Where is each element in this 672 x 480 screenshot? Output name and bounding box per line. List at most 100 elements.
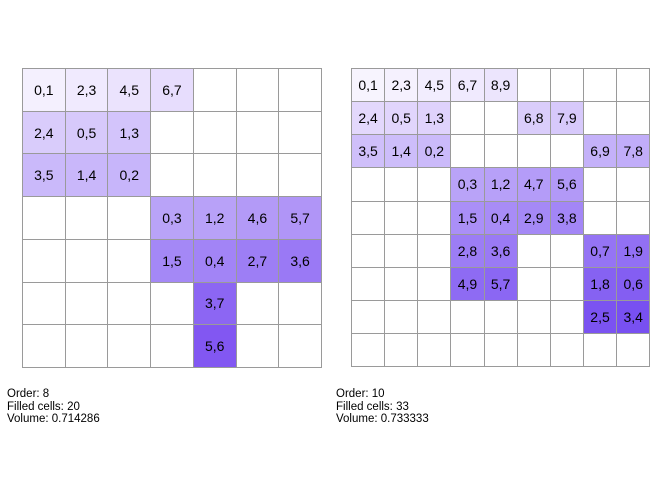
grid-cell-filled: 6,8 bbox=[516, 101, 551, 136]
grid-cell-empty bbox=[616, 68, 651, 103]
grid-cell-filled: 1,2 bbox=[192, 196, 237, 240]
left-order-label: Order: 8 bbox=[7, 388, 50, 400]
grid-cell-empty bbox=[351, 333, 386, 368]
grid-cell-filled: 3,5 bbox=[351, 134, 386, 169]
grid-cell-empty bbox=[351, 200, 386, 235]
grid-cell-filled: 8,9 bbox=[483, 68, 518, 103]
grid-cell-empty bbox=[107, 196, 152, 240]
grid-cell-empty bbox=[64, 324, 109, 368]
grid-cell-empty bbox=[278, 110, 322, 155]
grid-cell-filled: 0,1 bbox=[351, 68, 386, 103]
grid-cell-filled: 4,9 bbox=[450, 266, 485, 301]
grid-cell-empty bbox=[582, 200, 618, 235]
grid-cell-empty bbox=[235, 281, 280, 326]
grid-cell-empty bbox=[582, 68, 618, 103]
grid-cell-filled: 1,2 bbox=[483, 167, 518, 202]
grid-cell-filled: 4,7 bbox=[516, 167, 551, 202]
grid-cell-filled: 2,5 bbox=[582, 299, 618, 335]
grid-cell-filled: 0,4 bbox=[483, 200, 518, 235]
grid-cell-filled: 4,5 bbox=[417, 68, 452, 103]
grid-cell-empty bbox=[235, 324, 280, 368]
grid-cell-empty bbox=[417, 266, 452, 301]
grid-cell-filled: 2,4 bbox=[351, 101, 386, 136]
grid-cell-filled: 2,3 bbox=[64, 68, 109, 112]
grid-cell-empty bbox=[582, 333, 618, 368]
grid-cell-filled: 2,3 bbox=[384, 68, 419, 103]
grid-cell-empty bbox=[150, 153, 194, 198]
grid-cell-empty bbox=[516, 68, 551, 103]
grid-cell-empty bbox=[384, 233, 419, 268]
grid-cell-empty bbox=[351, 233, 386, 268]
grid-cell-empty bbox=[351, 266, 386, 301]
grid-cell-empty bbox=[278, 281, 322, 326]
grid-cell-filled: 3,7 bbox=[192, 281, 237, 326]
grid-cell-filled: 1,4 bbox=[64, 153, 109, 198]
grid-cell-empty bbox=[192, 153, 237, 198]
grid-cell-empty bbox=[450, 101, 485, 136]
grid-cell-empty bbox=[150, 281, 194, 326]
grid-cell-empty bbox=[107, 238, 152, 283]
right-volume-label: Volume: 0.733333 bbox=[336, 413, 429, 425]
grid-cell-empty bbox=[516, 333, 551, 368]
grid-cell-filled: 6,7 bbox=[150, 68, 194, 112]
grid-cell-empty bbox=[516, 299, 551, 335]
grid-cell-filled: 0,3 bbox=[150, 196, 194, 240]
grid-cell-empty bbox=[549, 266, 584, 301]
grid-cell-empty bbox=[107, 324, 152, 368]
grid-cell-empty bbox=[235, 153, 280, 198]
right-grid-info: Order: 10 Filled cells: 33 Volume: 0.733… bbox=[336, 388, 429, 426]
grid-cell-empty bbox=[384, 200, 419, 235]
grid-cell-filled: 1,3 bbox=[417, 101, 452, 136]
right-filled-cells-label: Filled cells: 33 bbox=[336, 400, 409, 413]
grid-cell-empty bbox=[582, 101, 618, 136]
grid-cell-empty bbox=[549, 68, 584, 103]
grid-cell-filled: 1,9 bbox=[616, 233, 651, 268]
grid-cell-empty bbox=[549, 299, 584, 335]
grid-cell-empty bbox=[516, 134, 551, 169]
grid-cell-filled: 2,7 bbox=[235, 238, 280, 283]
left-filled-cells-label: Filled cells: 20 bbox=[7, 400, 80, 413]
grid-cell-empty bbox=[549, 134, 584, 169]
grid-cell-empty bbox=[417, 233, 452, 268]
left-volume-label: Volume: 0.714286 bbox=[7, 413, 100, 425]
grid-cell-empty bbox=[235, 110, 280, 155]
grid-cell-filled: 4,5 bbox=[107, 68, 152, 112]
grid-cell-empty bbox=[278, 68, 322, 112]
grid-cell-empty bbox=[384, 266, 419, 301]
grid-cell-empty bbox=[22, 281, 66, 326]
grid-cell-filled: 0,1 bbox=[22, 68, 66, 112]
grid-cell-empty bbox=[450, 299, 485, 335]
grid-cell-empty bbox=[417, 167, 452, 202]
grid-cell-empty bbox=[64, 196, 109, 240]
grid-cell-empty bbox=[278, 324, 322, 368]
grid-cell-filled: 0,6 bbox=[616, 266, 651, 301]
grid-cell-filled: 7,9 bbox=[549, 101, 584, 136]
grid-cell-filled: 3,5 bbox=[22, 153, 66, 198]
grid-cell-filled: 1,8 bbox=[582, 266, 618, 301]
grid-cell-empty bbox=[22, 238, 66, 283]
left-grid: 0,1 2,3 4,5 6,7 2,4 0,5 1,3 3,5 1,4 0,2 0,3 1,2 4,6 5… bbox=[22, 68, 322, 368]
grid-cell-empty bbox=[235, 68, 280, 112]
grid-cell-filled: 3,4 bbox=[616, 299, 651, 335]
grid-cell-filled: 2,9 bbox=[516, 200, 551, 235]
grid-cell-empty bbox=[192, 68, 237, 112]
grid-cell-empty bbox=[278, 153, 322, 198]
grid-cell-empty bbox=[351, 299, 386, 335]
grid-cell-empty bbox=[192, 110, 237, 155]
right-order-label: Order: 10 bbox=[336, 388, 385, 400]
grid-cell-filled: 3,8 bbox=[549, 200, 584, 235]
grid-cell-filled: 1,5 bbox=[450, 200, 485, 235]
grid-cell-empty bbox=[616, 101, 651, 136]
grid-cell-filled: 0,5 bbox=[64, 110, 109, 155]
grid-cell-filled: 0,4 bbox=[192, 238, 237, 283]
grid-cell-filled: 0,7 bbox=[582, 233, 618, 268]
grid-cell-filled: 0,2 bbox=[417, 134, 452, 169]
grid-cell-empty bbox=[351, 167, 386, 202]
grid-cell-filled: 4,6 bbox=[235, 196, 280, 240]
grid-cell-filled: 2,4 bbox=[22, 110, 66, 155]
grid-cell-empty bbox=[150, 324, 194, 368]
left-grid-info: Order: 8 Filled cells: 20 Volume: 0.7142… bbox=[7, 388, 100, 426]
grid-cell-filled: 0,3 bbox=[450, 167, 485, 202]
right-grid: 0,1 2,3 4,5 6,7 8,9 2,4 0,5 1,3 6,8 7,9 3,5 1,4 0,2 6… bbox=[351, 68, 651, 368]
grid-cell-filled: 5,6 bbox=[549, 167, 584, 202]
